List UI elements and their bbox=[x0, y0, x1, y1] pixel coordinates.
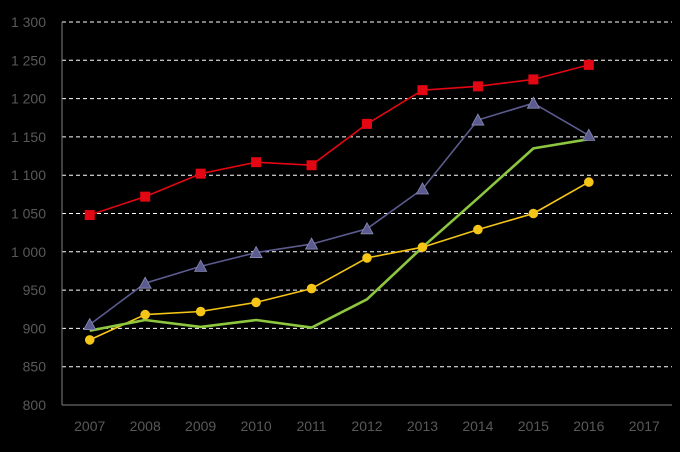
series-3-point bbox=[84, 335, 95, 345]
y-tick-label: 900 bbox=[23, 320, 47, 336]
series-1-point bbox=[583, 59, 594, 70]
series-2-point bbox=[526, 96, 541, 109]
y-tick-labels: 800 850 900 950 1 000 1 050 1 100 1 150 1 200 1 2… bbox=[11, 14, 46, 413]
series-3-point bbox=[528, 208, 539, 219]
series-2-line bbox=[89, 102, 590, 326]
series-3-point bbox=[473, 224, 483, 235]
y-tick-label: 850 bbox=[23, 359, 47, 375]
series-2-point bbox=[138, 276, 152, 289]
series-1-point bbox=[362, 118, 372, 129]
series-1-point bbox=[306, 160, 317, 171]
x-tick-label: 2010 bbox=[241, 418, 272, 434]
series-markers bbox=[83, 59, 596, 345]
series-1-point bbox=[84, 210, 95, 221]
series-1-line bbox=[89, 64, 590, 216]
y-tick-label: 1 000 bbox=[11, 244, 46, 260]
series-3-point bbox=[306, 283, 317, 294]
series-4-line bbox=[89, 137, 590, 332]
y-tick-label: 1 050 bbox=[11, 206, 46, 222]
series-3-point bbox=[251, 297, 261, 308]
series-2-point bbox=[249, 245, 263, 258]
series-3-point bbox=[195, 306, 206, 317]
series-2-point bbox=[304, 237, 319, 250]
series-3-line bbox=[89, 181, 590, 341]
series-2-point bbox=[83, 317, 97, 330]
x-tick-label: 2011 bbox=[296, 418, 326, 434]
series-3-point bbox=[417, 242, 428, 253]
y-tick-label: 1 250 bbox=[11, 52, 46, 68]
series-1-point bbox=[251, 157, 262, 168]
x-tick-label: 2012 bbox=[351, 418, 382, 434]
x-tick-label: 2015 bbox=[518, 418, 549, 434]
series-1-point bbox=[417, 85, 428, 96]
series-2-point bbox=[360, 221, 374, 235]
series-2-point bbox=[471, 113, 485, 126]
series-2-point bbox=[415, 182, 430, 195]
series-1-point bbox=[528, 74, 539, 85]
y-tick-label: 1 200 bbox=[11, 91, 46, 107]
axes bbox=[61, 22, 672, 406]
series-3-point bbox=[362, 253, 372, 263]
series-1-point bbox=[472, 81, 483, 92]
y-tick-label: 1 100 bbox=[11, 167, 46, 183]
series-1-point bbox=[195, 168, 206, 179]
series-1-point bbox=[140, 191, 151, 202]
y-tick-label: 1 150 bbox=[11, 129, 46, 145]
gridlines bbox=[62, 21, 672, 368]
series-lines bbox=[89, 64, 590, 341]
y-tick-label: 950 bbox=[23, 282, 47, 298]
x-tick-label: 2009 bbox=[185, 418, 216, 434]
series-3-point bbox=[140, 309, 150, 320]
y-tick-label: 800 bbox=[23, 397, 47, 413]
series-2-point bbox=[193, 259, 208, 272]
x-tick-label: 2007 bbox=[74, 418, 105, 434]
series-2-point bbox=[582, 128, 596, 141]
x-tick-label: 2013 bbox=[407, 418, 438, 434]
y-tick-label: 1 300 bbox=[11, 14, 46, 30]
x-tick-label: 2014 bbox=[462, 418, 493, 434]
x-tick-label: 2008 bbox=[130, 418, 161, 434]
x-tick-label: 2016 bbox=[573, 418, 604, 434]
series-3-point bbox=[584, 177, 594, 187]
x-tick-labels: 2007 2008 2009 2010 2011 2012 2013 2014 2015 2016… bbox=[74, 418, 660, 434]
x-tick-label: 2017 bbox=[629, 418, 660, 434]
